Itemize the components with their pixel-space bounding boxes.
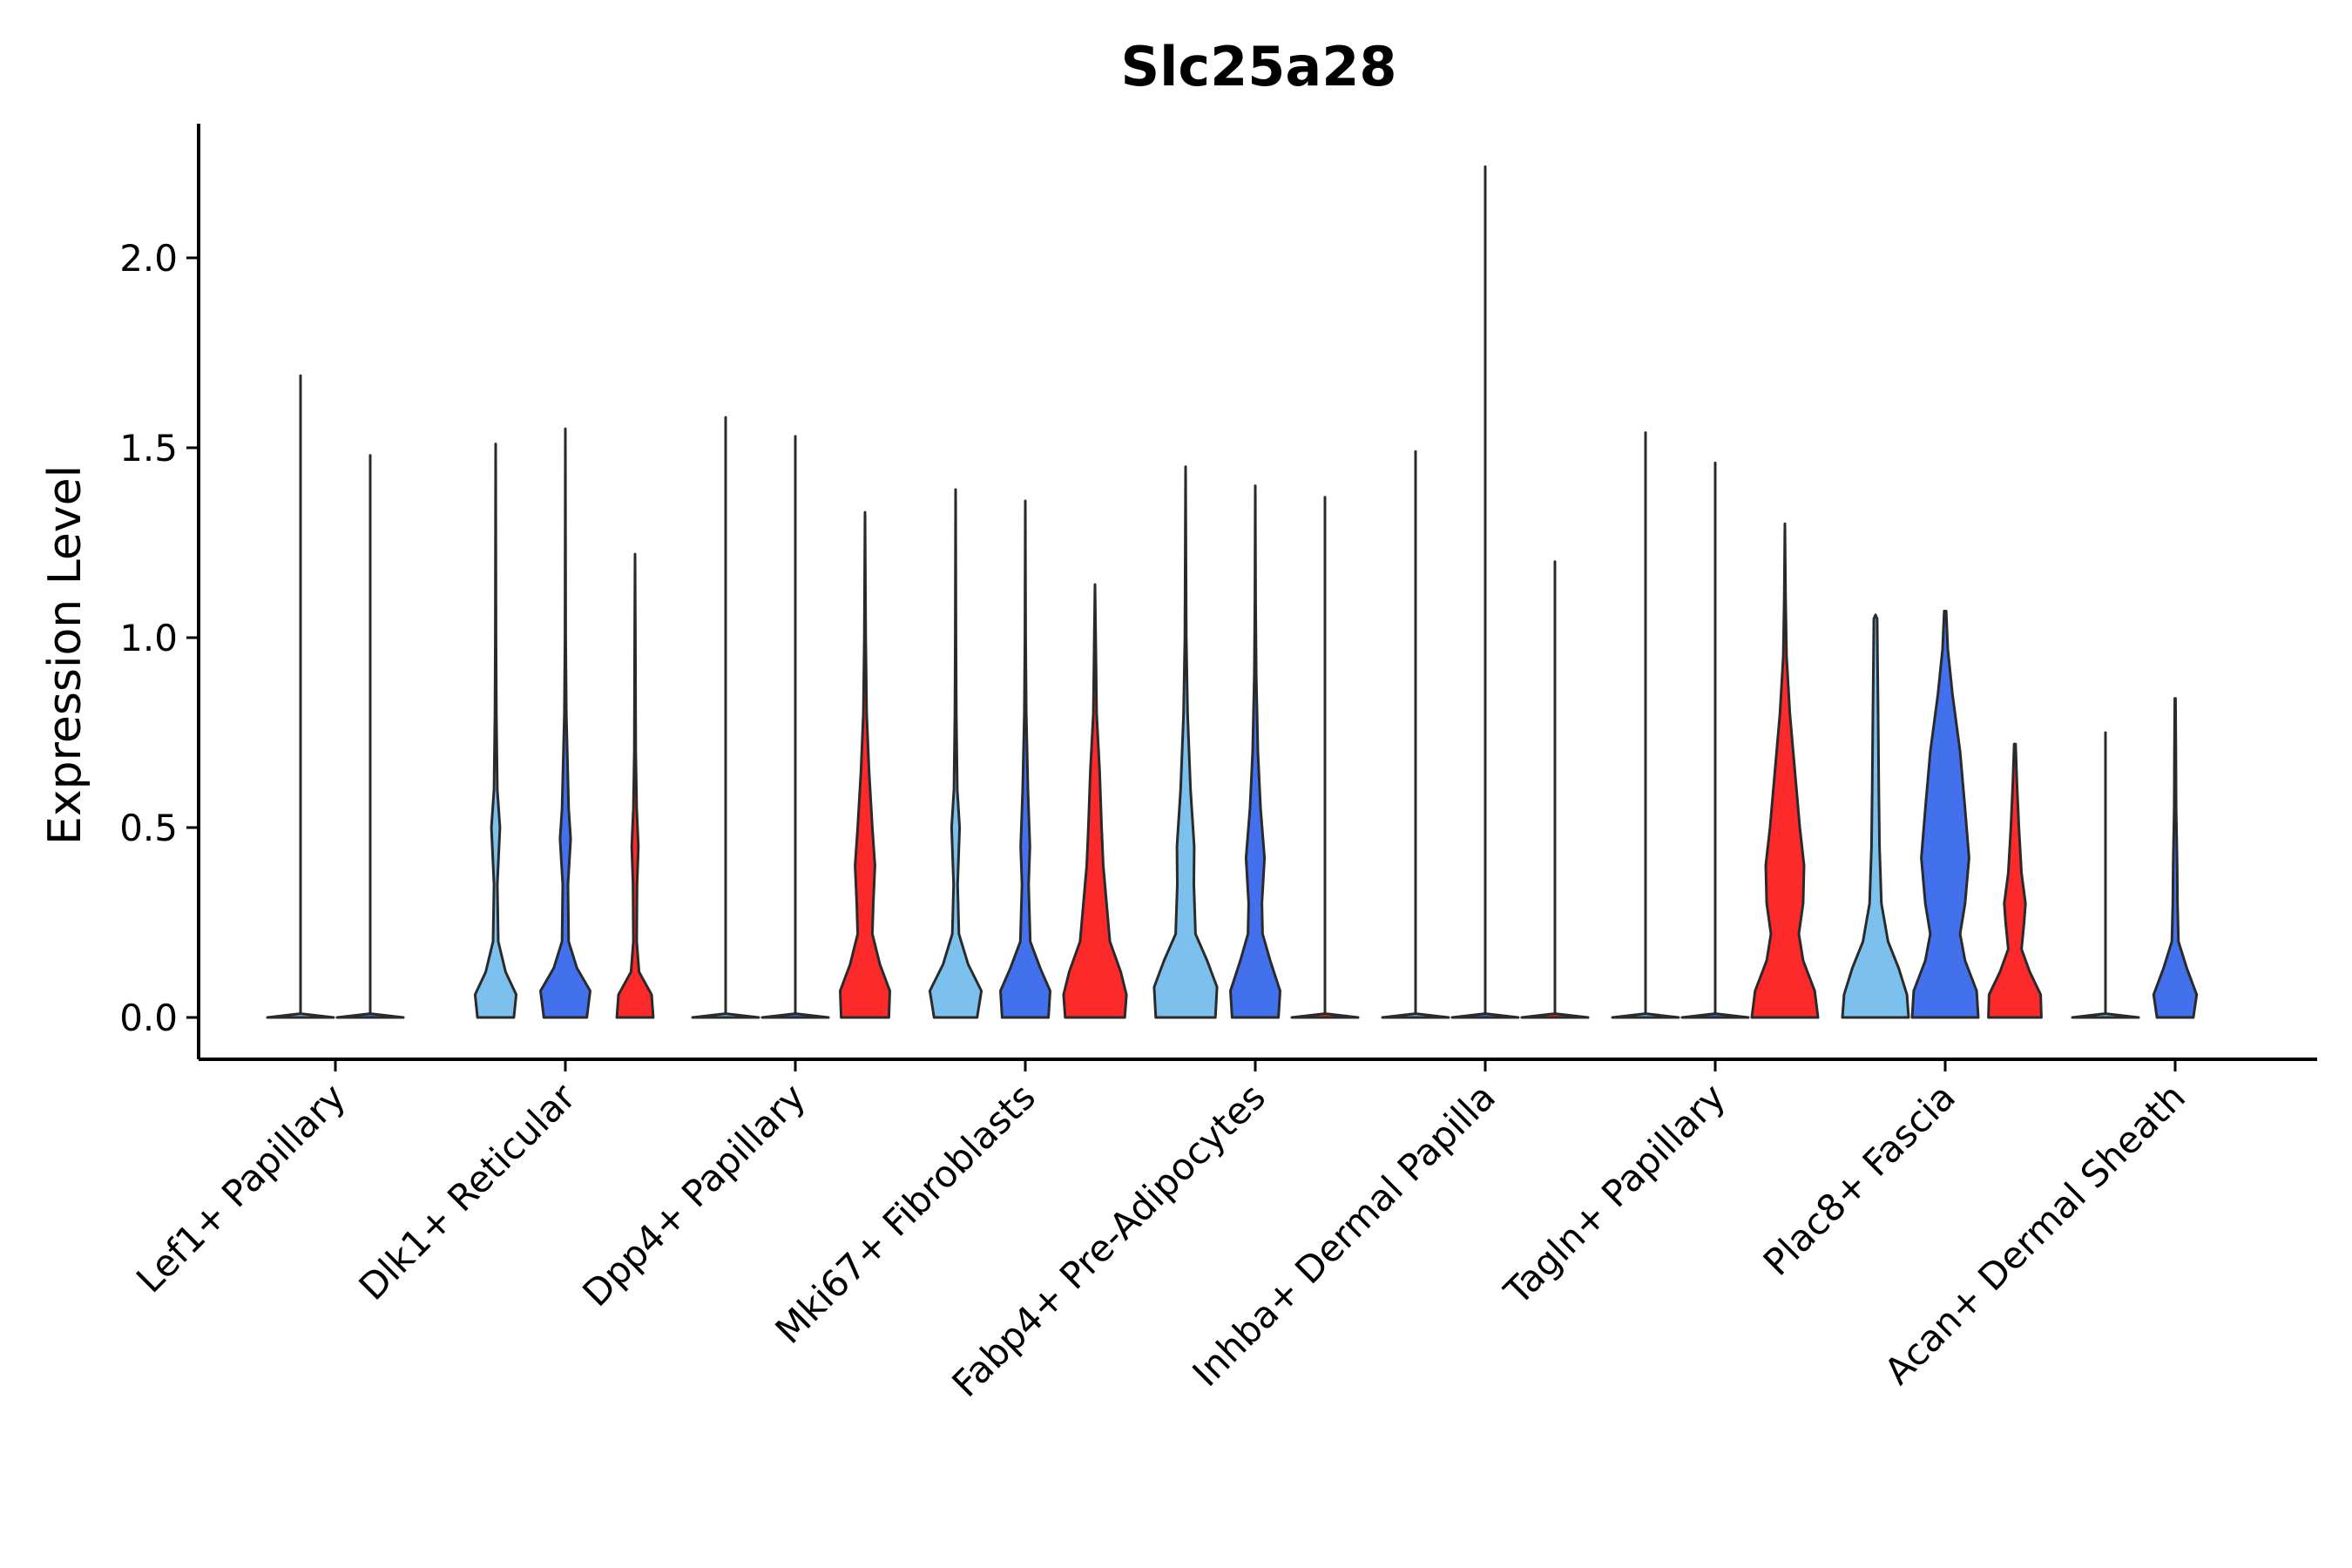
violin-group-2 (335, 454, 405, 1019)
violin-group-1 (266, 374, 335, 1019)
violin-group-2 (999, 499, 1051, 1019)
violin-group-2 (1680, 461, 1750, 1019)
violin-group-3 (1520, 560, 1590, 1019)
x-tick-label: Mki67+ Fibroblasts (767, 1075, 1044, 1351)
x-tick-label: Tagln+ Papillary (1496, 1075, 1734, 1313)
violin-group-1 (1381, 449, 1450, 1019)
violin-group-3 (1290, 496, 1360, 1019)
x-tick-label: Plac8+ Fascia (1755, 1075, 1963, 1283)
violin-group-1 (2071, 731, 2140, 1019)
violin-group-2 (1229, 484, 1281, 1019)
violin-group-2 (1450, 165, 1520, 1019)
violin-group-1 (1611, 431, 1680, 1019)
violin-group-2 (2152, 697, 2199, 1019)
violin-group-2 (539, 427, 591, 1019)
violin-group-3 (615, 552, 655, 1019)
violin-group-1 (691, 416, 760, 1019)
y-tick-label: 1.5 (119, 427, 178, 470)
y-tick-label: 0.5 (119, 807, 178, 849)
chart-title: Slc25a28 (1120, 35, 1396, 98)
y-tick-label: 2.0 (119, 237, 178, 280)
violins-layer (266, 165, 2199, 1019)
y-axis-ticks: 0.0 0.5 1.0 1.5 2.0 (119, 237, 199, 1039)
violin-group-1 (473, 443, 518, 1019)
violin-group-2 (760, 435, 830, 1019)
x-tick-label: Dpp4+ Papillary (574, 1075, 814, 1315)
x-tick-label: Lef1+ Papillary (128, 1075, 354, 1301)
y-tick-label: 0.0 (119, 997, 178, 1039)
violin-group-1 (1841, 613, 1910, 1019)
violin-group-1 (1152, 465, 1219, 1019)
violin-group-3 (839, 510, 891, 1019)
violin-group-1 (928, 488, 983, 1019)
x-tick-label: Dlk1+ Reticular (351, 1075, 585, 1308)
y-axis-label: Expression Level (39, 465, 91, 845)
y-tick-label: 1.0 (119, 617, 178, 659)
violin-group-3 (1750, 522, 1820, 1019)
violin-group-2 (1910, 610, 1980, 1019)
violin-group-3 (1062, 583, 1128, 1019)
violin-group-3 (1987, 742, 2043, 1019)
